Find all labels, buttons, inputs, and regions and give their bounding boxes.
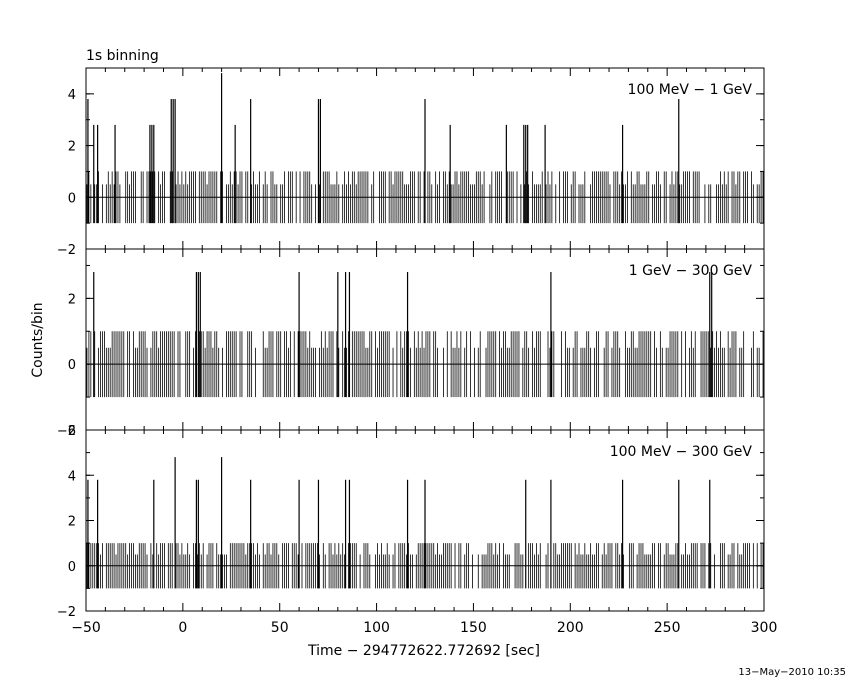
panel-3: −2 0 2 4 6 100 MeV − 300 GeV bbox=[57, 424, 765, 620]
y-axis-label: Counts/bin bbox=[30, 302, 46, 377]
y-tick-label: −2 bbox=[57, 605, 76, 620]
y-tick-label: 0 bbox=[68, 358, 76, 373]
x-tick-label: 150 bbox=[460, 620, 487, 636]
plot-title: 1s binning bbox=[86, 48, 159, 64]
x-axis-label: Time − 294772622.772692 [sec] bbox=[307, 643, 540, 659]
timestamp: 13−May−2010 10:35 bbox=[738, 667, 846, 678]
x-tick-label: 0 bbox=[178, 620, 187, 636]
y-tick-label: 2 bbox=[68, 140, 76, 155]
y-tick-label: −2 bbox=[57, 424, 76, 439]
x-tick-label: 100 bbox=[363, 620, 390, 636]
y-tick-label: 4 bbox=[68, 88, 76, 103]
y-tick-label: 6 bbox=[68, 424, 76, 439]
x-tick-label: 250 bbox=[654, 620, 681, 636]
energy-band-label: 100 MeV − 300 GeV bbox=[610, 444, 753, 460]
x-tick-label: 300 bbox=[751, 620, 778, 636]
x-tick-label: −50 bbox=[71, 620, 101, 636]
y-tick-label: 0 bbox=[68, 191, 76, 206]
energy-band-label: 100 MeV − 1 GeV bbox=[628, 82, 753, 98]
panel-1: −2 0 2 4 100 MeV − 1 GeV bbox=[57, 67, 765, 258]
x-tick-label: 50 bbox=[271, 620, 289, 636]
y-tick-label: 2 bbox=[68, 515, 76, 530]
y-tick-label: 4 bbox=[68, 469, 76, 484]
y-tick-label: 0 bbox=[68, 560, 76, 575]
panel-2: −2 0 2 1 GeV − 300 GeV bbox=[57, 248, 765, 439]
y-tick-label: 2 bbox=[68, 292, 76, 307]
energy-band-label: 1 GeV − 300 GeV bbox=[629, 263, 753, 279]
x-tick-label: 200 bbox=[557, 620, 584, 636]
y-tick-label: −2 bbox=[57, 243, 76, 258]
